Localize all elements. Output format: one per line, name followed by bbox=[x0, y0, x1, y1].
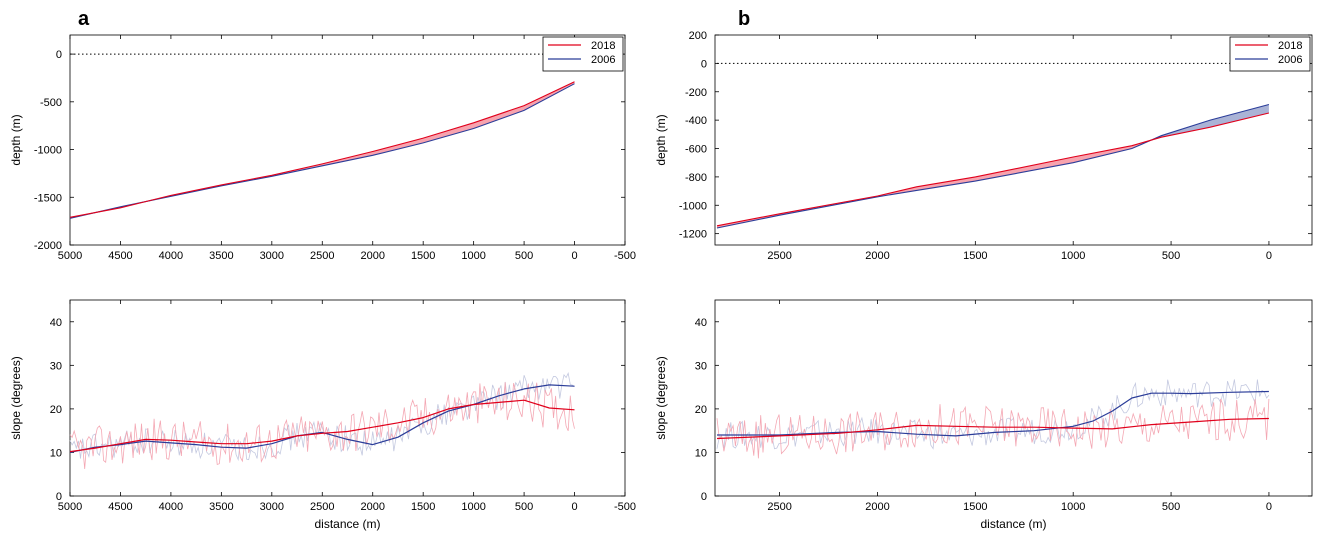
x-tick-label: 1500 bbox=[963, 501, 987, 513]
x-tick-label: 4500 bbox=[108, 250, 132, 262]
x-tick-label: 1500 bbox=[411, 501, 435, 513]
x-tick-label: 3500 bbox=[209, 501, 233, 513]
y-tick-label: 0 bbox=[56, 491, 62, 503]
y-tick-label: 0 bbox=[701, 58, 707, 70]
series-line-2006 bbox=[716, 103, 1270, 229]
x-tick-label: 0 bbox=[571, 501, 577, 513]
x-tick-label: 3500 bbox=[209, 250, 233, 262]
x-tick-label: 2500 bbox=[310, 250, 334, 262]
axes-frame bbox=[714, 299, 1313, 497]
x-tick-label: 2000 bbox=[360, 250, 384, 262]
x-tick-label: 500 bbox=[1162, 250, 1180, 262]
series-line-2006 bbox=[69, 83, 575, 219]
x-tick-label: 3000 bbox=[260, 501, 284, 513]
y-tick-label: 200 bbox=[689, 30, 707, 42]
x-tick-label: 2500 bbox=[767, 250, 791, 262]
x-tick-label: 1000 bbox=[461, 250, 485, 262]
x-tick-label: 500 bbox=[1162, 501, 1180, 513]
x-tick-label: 500 bbox=[515, 250, 533, 262]
x-tick-label: 0 bbox=[571, 250, 577, 262]
raw-trace-2018 bbox=[716, 398, 1270, 459]
raw-trace-2018 bbox=[69, 382, 575, 470]
smooth-line-2018 bbox=[716, 417, 1269, 440]
chart-b-depth: 2500 2000 1500 1000 500 0-1200-1000-800-600-4… bbox=[654, 30, 1313, 262]
x-axis-label: distance (m) bbox=[980, 517, 1046, 531]
y-axis-label: depth (m) bbox=[9, 114, 23, 165]
legend-label-2018: 2018 bbox=[591, 40, 615, 52]
x-tick-label: 2500 bbox=[310, 501, 334, 513]
panel-label-a: a bbox=[78, 8, 90, 30]
legend: 2018 2006 bbox=[542, 36, 624, 72]
x-tick-label: 0 bbox=[1266, 250, 1272, 262]
y-tick-label: 0 bbox=[701, 491, 707, 503]
y-tick-label: 10 bbox=[50, 447, 62, 459]
y-tick-label: 30 bbox=[50, 360, 62, 372]
raw-trace-2006 bbox=[716, 379, 1270, 450]
difference-fill-red bbox=[141, 81, 575, 203]
y-tick-label: -1000 bbox=[679, 200, 707, 212]
y-tick-label: -200 bbox=[685, 87, 707, 99]
y-tick-label: 0 bbox=[56, 49, 62, 61]
x-tick-label: 2000 bbox=[865, 501, 889, 513]
y-tick-label: 10 bbox=[695, 447, 707, 459]
legend-label-2018: 2018 bbox=[1278, 40, 1302, 52]
axes-frame bbox=[69, 299, 626, 497]
y-tick-label: 30 bbox=[695, 360, 707, 372]
x-tick-label: 2000 bbox=[865, 250, 889, 262]
y-tick-label: -1000 bbox=[34, 145, 62, 157]
y-tick-label: 40 bbox=[50, 317, 62, 329]
x-tick-label: 1000 bbox=[1061, 250, 1085, 262]
axes-frame bbox=[69, 34, 626, 246]
x-tick-label: 2500 bbox=[767, 501, 791, 513]
x-tick-label: 5000 bbox=[58, 250, 82, 262]
smooth-line-2006 bbox=[69, 384, 575, 453]
y-axis-label: depth (m) bbox=[654, 114, 668, 165]
x-tick-label: -500 bbox=[614, 501, 636, 513]
y-tick-label: 20 bbox=[695, 404, 707, 416]
x-tick-label: 5000 bbox=[58, 501, 82, 513]
x-tick-label: 0 bbox=[1266, 501, 1272, 513]
chart-b-slope: 2500 2000 1500 1000 500 0 0 10 20 30 40 slope (degr… bbox=[654, 299, 1313, 531]
y-axis-label: slope (degrees) bbox=[9, 356, 23, 439]
y-tick-label: -1200 bbox=[679, 229, 707, 241]
y-tick-label: -500 bbox=[40, 97, 62, 109]
y-tick-label: -400 bbox=[685, 115, 707, 127]
legend: 2018 2006 bbox=[1229, 36, 1311, 72]
x-tick-label: 3000 bbox=[260, 250, 284, 262]
x-tick-label: 4500 bbox=[108, 501, 132, 513]
series-line-2018 bbox=[716, 112, 1270, 227]
x-tick-label: 1000 bbox=[1061, 501, 1085, 513]
chart-a-depth: 5000 4500 4000 3500 3000 2500 2000 1500 1000 500 0… bbox=[9, 34, 636, 262]
legend-box bbox=[542, 36, 624, 72]
legend-box bbox=[1229, 36, 1311, 72]
x-tick-label: 4000 bbox=[159, 501, 183, 513]
y-tick-label: -2000 bbox=[34, 240, 62, 252]
smooth-line-2018 bbox=[69, 399, 575, 453]
x-axis-label: distance (m) bbox=[314, 517, 380, 531]
y-tick-label: -1500 bbox=[34, 192, 62, 204]
y-tick-label: 40 bbox=[695, 317, 707, 329]
legend-label-2006: 2006 bbox=[591, 54, 615, 66]
panel-label-b: b bbox=[738, 8, 750, 30]
x-tick-label: 500 bbox=[515, 501, 533, 513]
x-tick-label: 1000 bbox=[461, 501, 485, 513]
x-tick-label: 1500 bbox=[411, 250, 435, 262]
x-tick-label: 4000 bbox=[159, 250, 183, 262]
y-tick-label: -800 bbox=[685, 172, 707, 184]
panel-a: 5000 4500 4000 3500 3000 2500 2000 1500 1000 500 0… bbox=[9, 34, 636, 531]
chart-a-slope: 5000 4500 4000 3500 3000 2500 2000 1500 1000 500 0… bbox=[9, 299, 636, 531]
panel-b: 2500 2000 1500 1000 500 0-1200-1000-800-600-4… bbox=[654, 30, 1313, 531]
x-tick-label: 1500 bbox=[963, 250, 987, 262]
y-tick-label: -600 bbox=[685, 144, 707, 156]
axes-frame bbox=[714, 34, 1313, 246]
series-line-2018 bbox=[69, 81, 575, 218]
x-tick-label: 2000 bbox=[360, 501, 384, 513]
x-tick-label: -500 bbox=[614, 250, 636, 262]
difference-fill-blue bbox=[1149, 104, 1269, 141]
y-tick-label: 20 bbox=[50, 404, 62, 416]
smooth-line-2006 bbox=[717, 390, 1269, 437]
legend-label-2006: 2006 bbox=[1278, 54, 1302, 66]
y-axis-label: slope (degrees) bbox=[654, 356, 668, 439]
